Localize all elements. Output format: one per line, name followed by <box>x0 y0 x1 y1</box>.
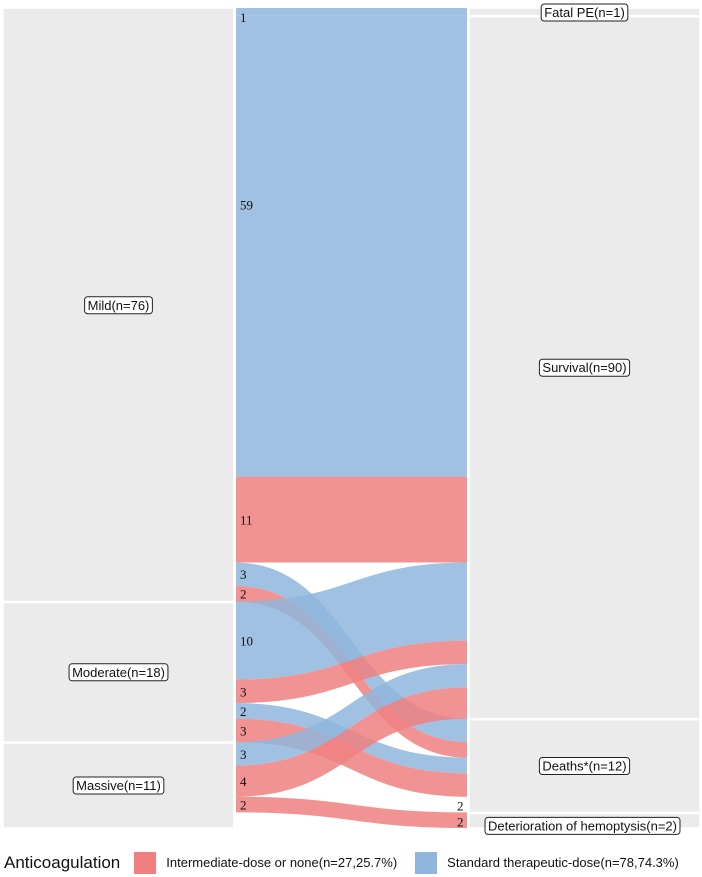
right-end-label-0: 2 <box>457 798 464 813</box>
right-label-survival: Survival(n=90) <box>542 360 626 375</box>
flow-label-1: 59 <box>240 197 253 212</box>
flow-label-9: 3 <box>240 747 247 762</box>
flow-label-6: 3 <box>240 684 247 699</box>
legend-swatch-standard <box>415 851 438 874</box>
flow-massive-intermediate-survival <box>234 687 469 797</box>
flow-moderate-standard-survival <box>234 562 469 680</box>
flow-label-0: 1 <box>240 10 247 25</box>
flow-mild-standard-survival <box>234 15 469 477</box>
legend-title: Anticoagulation <box>4 852 121 872</box>
right-label-deaths: Deaths*(n=12) <box>542 759 626 774</box>
flow-label-3: 3 <box>240 567 247 582</box>
flow-label-8: 3 <box>240 723 247 738</box>
right-label-deterioration-box <box>484 816 681 835</box>
legend-swatch-intermediate <box>134 851 157 874</box>
left-label-moderate-box <box>68 663 169 682</box>
right-label-survival-box <box>538 358 631 377</box>
right-label-deaths-box <box>538 757 631 776</box>
flow-label-11: 2 <box>240 798 247 813</box>
right-label-fatal-box <box>540 3 629 22</box>
left-label-mild: Mild(n=76) <box>88 298 150 313</box>
legend-label-standard: Standard therapeutic-dose(n=78,74.3%) <box>447 855 679 870</box>
flow-label-2: 11 <box>240 513 253 528</box>
legend-label-intermediate: Intermediate-dose or none(n=27,25.7%) <box>166 855 398 870</box>
legend: Anticoagulation Intermediate-dose or non… <box>0 848 702 877</box>
flow-massive-standard-survival <box>234 664 469 766</box>
left-label-moderate: Moderate(n=18) <box>72 665 165 680</box>
left-label-massive: Massive(n=11) <box>76 778 161 793</box>
flow-label-5: 10 <box>240 634 253 649</box>
flow-massive-intermediate-deterioration <box>234 796 469 828</box>
flow-label-10: 4 <box>240 774 247 789</box>
right-label-fatal: Fatal PE(n=1) <box>544 5 625 20</box>
right-label-deterioration: Deterioration of hemoptysis(n=2) <box>488 818 677 833</box>
flow-label-7: 2 <box>240 704 247 719</box>
left-label-mild-box <box>84 296 153 315</box>
flow-moderate-intermediate-survival <box>234 640 469 704</box>
flow-mild-standard-fatal <box>234 8 469 16</box>
flow-mild-intermediate-survival <box>234 476 469 563</box>
flow-label-4: 2 <box>240 587 247 602</box>
left-label-massive-box <box>72 776 165 795</box>
right-end-label-1: 2 <box>457 814 464 829</box>
